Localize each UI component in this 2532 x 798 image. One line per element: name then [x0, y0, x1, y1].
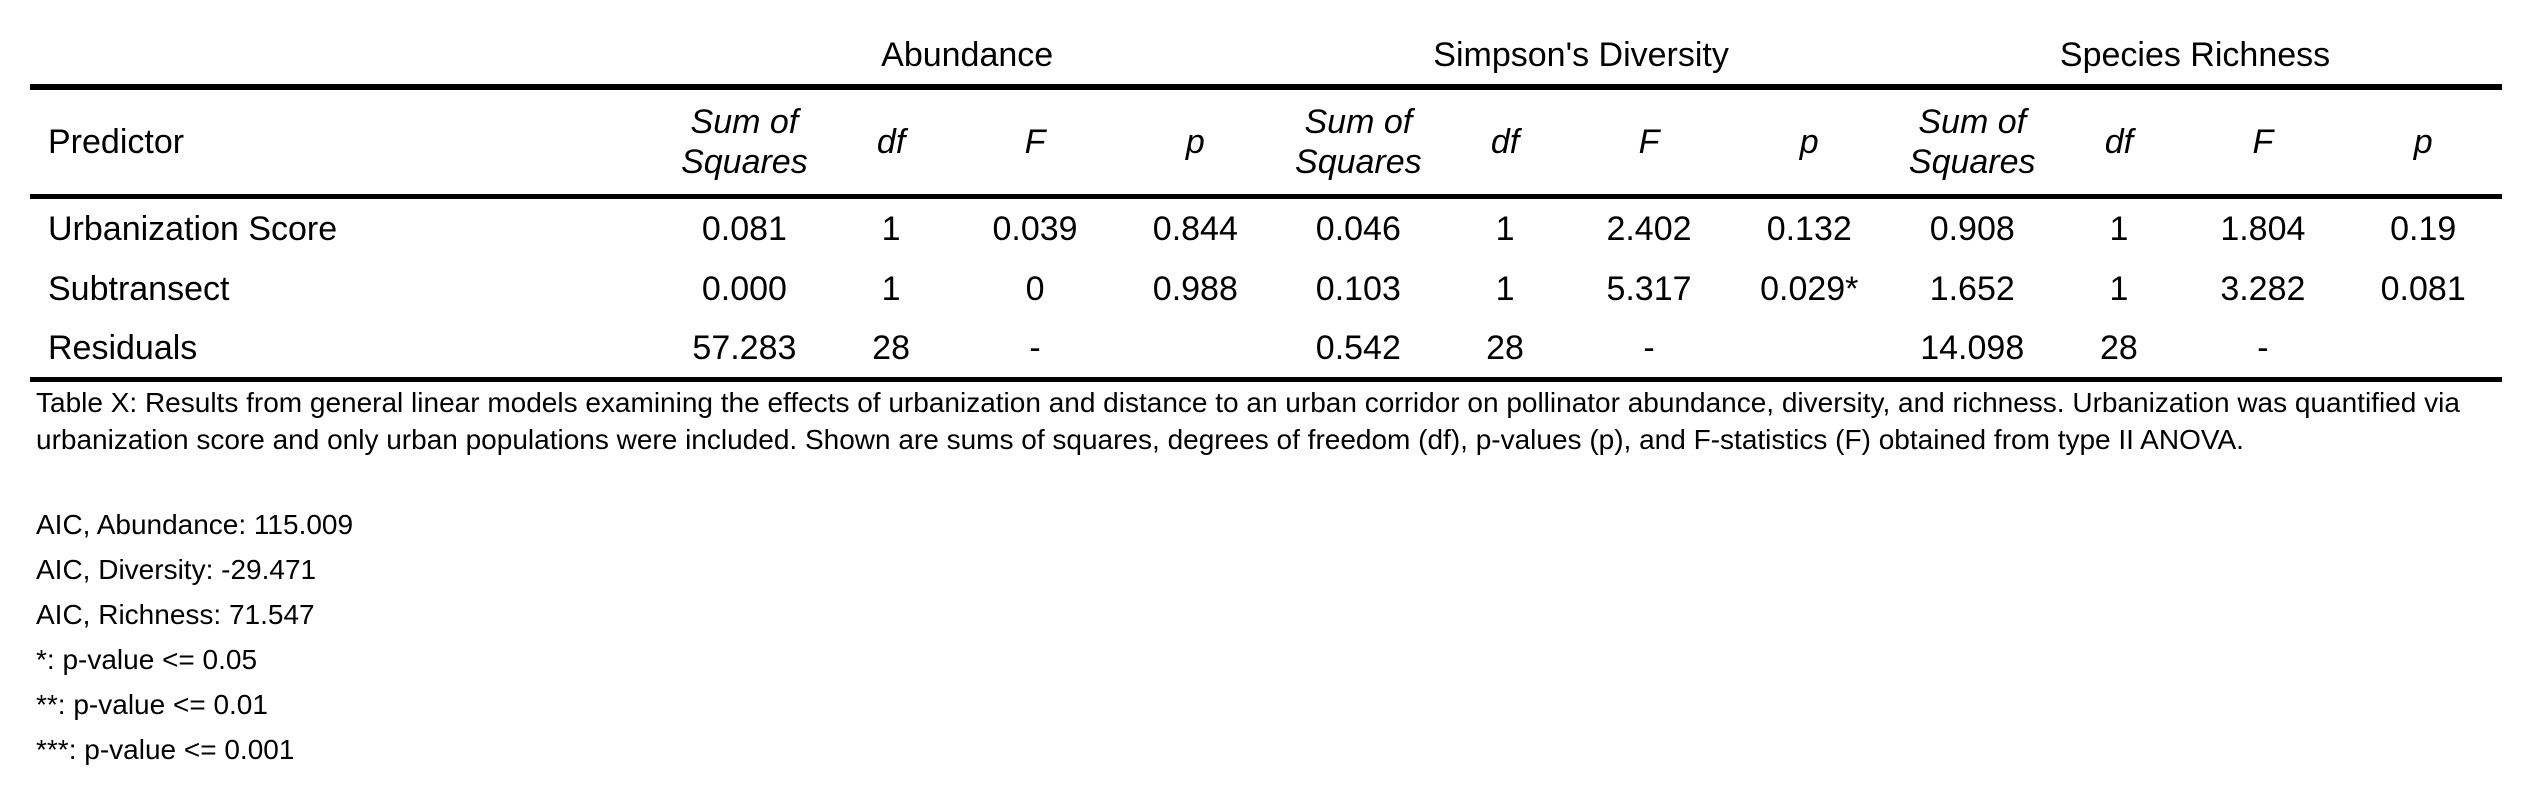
row-predictor: Urbanization Score	[48, 209, 338, 248]
row-predictor: Residuals	[30, 319, 661, 382]
abundance-p-cell: 0.988	[1152, 269, 1238, 308]
column-header-p: p	[1116, 87, 1275, 199]
sum-of-squares-line2: Squares	[681, 143, 808, 181]
diversity-p-cell: 0.132	[1766, 209, 1852, 248]
diversity-df-cell: 1	[1495, 209, 1515, 248]
richness-p-cell: 0.081	[2380, 269, 2466, 308]
note-significance-001: **: p-value <= 0.01	[36, 689, 268, 720]
richness-f-cell: 1.804	[2220, 209, 2306, 248]
abundance-f-cell: -	[953, 319, 1117, 382]
column-header-df: df	[2056, 87, 2182, 199]
group-header-richness: Species Richness	[1888, 26, 2502, 90]
column-header-row: Predictor Sum of Squares df F p Sum of S…	[30, 87, 2502, 199]
diversity-f-cell: -	[1567, 319, 1731, 382]
group-header-diversity: Simpson's Diversity	[1274, 26, 1889, 90]
sum-of-squares-line1: Sum of	[1918, 103, 2027, 141]
column-header-f: F	[1567, 87, 1731, 199]
abundance-f-cell: 0.039	[992, 209, 1078, 248]
table-row: Urbanization Score 0.081 1 0.039 0.844 0…	[30, 197, 2502, 260]
richness-df-cell: 1	[2109, 209, 2129, 248]
diversity-df-cell: 28	[1442, 319, 1568, 382]
richness-ss-cell: 1.652	[1929, 269, 2015, 308]
row-predictor: Subtransect	[48, 269, 230, 308]
richness-ss-cell: 0.908	[1929, 209, 2015, 248]
richness-ss-cell: 14.098	[1888, 319, 2057, 382]
diversity-ss-cell: 0.046	[1315, 209, 1401, 248]
column-header-predictor: Predictor	[30, 87, 661, 199]
column-header-sum-of-squares: Sum of Squares	[660, 87, 829, 199]
diversity-p-cell: 0.029*	[1760, 269, 1859, 308]
table-row: Residuals 57.283 28 - 0.542 28 - 14.098 …	[30, 319, 2502, 382]
table-notes: AIC, Abundance: 115.009 AIC, Diversity: …	[36, 502, 353, 772]
note-aic-diversity: AIC, Diversity: -29.471	[36, 554, 317, 585]
note-aic-richness: AIC, Richness: 71.547	[36, 599, 315, 630]
group-header-row: Abundance Simpson's Diversity Species Ri…	[30, 26, 2502, 90]
abundance-f-cell: 0	[1025, 269, 1045, 308]
column-header-sum-of-squares: Sum of Squares	[1274, 87, 1443, 199]
note-significance-005: *: p-value <= 0.05	[36, 644, 258, 675]
table-caption: Table X: Results from general linear mod…	[36, 387, 2460, 455]
abundance-ss-cell: 57.283	[660, 319, 829, 382]
abundance-p-cell: 0.844	[1152, 209, 1238, 248]
column-header-df: df	[1442, 87, 1568, 199]
diversity-ss-cell: 0.542	[1274, 319, 1443, 382]
diversity-p-cell	[1730, 319, 1889, 382]
diversity-f-cell: 5.317	[1606, 269, 1692, 308]
diversity-df-cell: 1	[1495, 269, 1515, 308]
note-aic-abundance: AIC, Abundance: 115.009	[36, 509, 354, 540]
richness-f-cell: -	[2181, 319, 2345, 382]
sum-of-squares-line1: Sum of	[1304, 103, 1413, 141]
column-header-f: F	[953, 87, 1117, 199]
note-significance-0001: ***: p-value <= 0.001	[36, 734, 295, 765]
abundance-df-cell: 1	[881, 209, 901, 248]
anova-results-table: Abundance Simpson's Diversity Species Ri…	[30, 26, 2502, 382]
abundance-ss-cell: 0.081	[701, 209, 787, 248]
sum-of-squares-line1: Sum of	[690, 103, 799, 141]
sum-of-squares-line2: Squares	[1908, 143, 2036, 181]
richness-f-cell: 3.282	[2220, 269, 2306, 308]
abundance-df-cell: 28	[828, 319, 954, 382]
richness-p-cell: 0.19	[2390, 209, 2457, 248]
table-row: Subtransect 0.000 1 0 0.988 0.103 1 5.31…	[30, 259, 2502, 319]
column-header-sum-of-squares: Sum of Squares	[1888, 87, 2057, 199]
abundance-p-cell	[1116, 319, 1275, 382]
column-header-p: p	[2344, 87, 2502, 199]
abundance-df-cell: 1	[881, 269, 901, 308]
richness-df-cell: 28	[2056, 319, 2182, 382]
diversity-f-cell: 2.402	[1606, 209, 1692, 248]
group-header-abundance: Abundance	[660, 26, 1275, 90]
column-header-f: F	[2181, 87, 2345, 199]
group-header-blank	[30, 26, 661, 90]
column-header-df: df	[828, 87, 954, 199]
diversity-ss-cell: 0.103	[1315, 269, 1401, 308]
richness-p-cell	[2344, 319, 2502, 382]
column-header-p: p	[1730, 87, 1889, 199]
richness-df-cell: 1	[2109, 269, 2129, 308]
abundance-ss-cell: 0.000	[701, 269, 787, 308]
sum-of-squares-line2: Squares	[1295, 143, 1422, 181]
